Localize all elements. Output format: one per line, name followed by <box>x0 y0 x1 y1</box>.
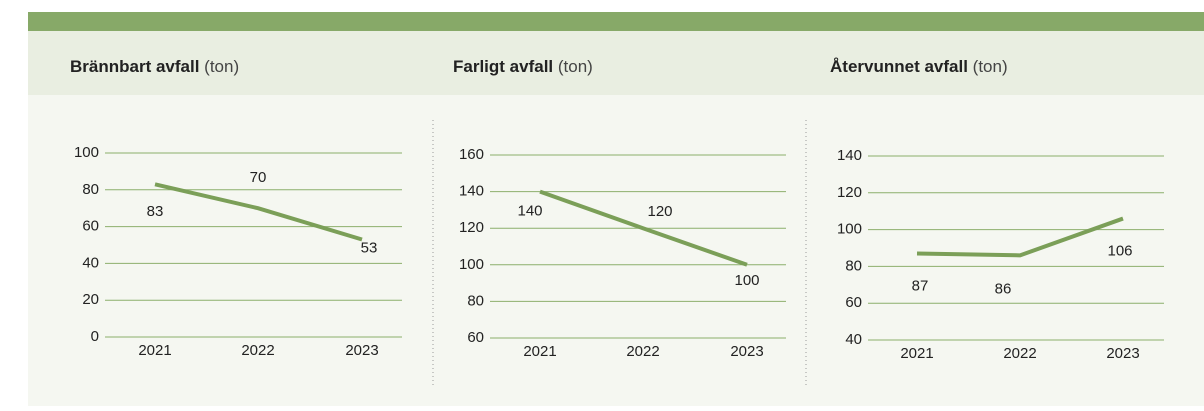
y-tick-label: 0 <box>91 328 99 345</box>
x-tick-label: 2023 <box>1106 345 1139 362</box>
y-tick-label: 80 <box>82 181 99 198</box>
chart-title: Brännbart avfall (ton) <box>70 57 239 76</box>
y-tick-label: 60 <box>82 218 99 235</box>
x-tick-label: 2022 <box>241 342 274 359</box>
header-band <box>28 31 1204 95</box>
y-tick-label: 80 <box>845 257 862 274</box>
x-tick-label: 2023 <box>730 343 763 360</box>
y-tick-label: 140 <box>459 183 484 200</box>
data-label: 70 <box>250 169 267 186</box>
y-tick-label: 140 <box>837 147 862 164</box>
data-label: 100 <box>734 272 759 289</box>
y-tick-label: 60 <box>467 329 484 346</box>
y-tick-label: 100 <box>459 256 484 273</box>
x-tick-label: 2021 <box>138 342 171 359</box>
y-tick-label: 80 <box>467 292 484 309</box>
data-line <box>916 216 1124 258</box>
top-bar <box>28 12 1204 31</box>
title-text: Återvunnet avfall <box>830 57 968 76</box>
data-label: 86 <box>995 280 1012 297</box>
title-unit: (ton) <box>199 57 239 76</box>
x-tick-label: 2023 <box>345 342 378 359</box>
title-unit: (ton) <box>968 57 1008 76</box>
y-tick-label: 100 <box>74 144 99 161</box>
data-label: 120 <box>647 203 672 220</box>
y-tick-label: 40 <box>82 254 99 271</box>
y-tick-label: 100 <box>837 221 862 238</box>
y-tick-label: 40 <box>845 331 862 348</box>
data-label: 83 <box>147 203 164 220</box>
x-tick-label: 2022 <box>626 343 659 360</box>
title-text: Farligt avfall <box>453 57 553 76</box>
y-tick-label: 120 <box>459 219 484 236</box>
title-unit: (ton) <box>553 57 593 76</box>
title-text: Brännbart avfall <box>70 57 199 76</box>
y-tick-label: 60 <box>845 294 862 311</box>
y-tick-label: 20 <box>82 291 99 308</box>
data-label: 106 <box>1107 243 1132 260</box>
x-tick-label: 2021 <box>523 343 556 360</box>
y-tick-label: 120 <box>837 184 862 201</box>
body-band <box>28 95 1204 406</box>
y-tick-label: 160 <box>459 146 484 163</box>
data-line <box>539 189 748 267</box>
data-label: 87 <box>912 277 929 294</box>
data-label: 53 <box>361 239 378 256</box>
data-line <box>154 182 363 242</box>
x-tick-label: 2022 <box>1003 345 1036 362</box>
x-tick-label: 2021 <box>900 345 933 362</box>
chart-title: Återvunnet avfall (ton) <box>830 57 1008 76</box>
data-label: 140 <box>517 203 542 220</box>
chart-title: Farligt avfall (ton) <box>453 57 593 76</box>
